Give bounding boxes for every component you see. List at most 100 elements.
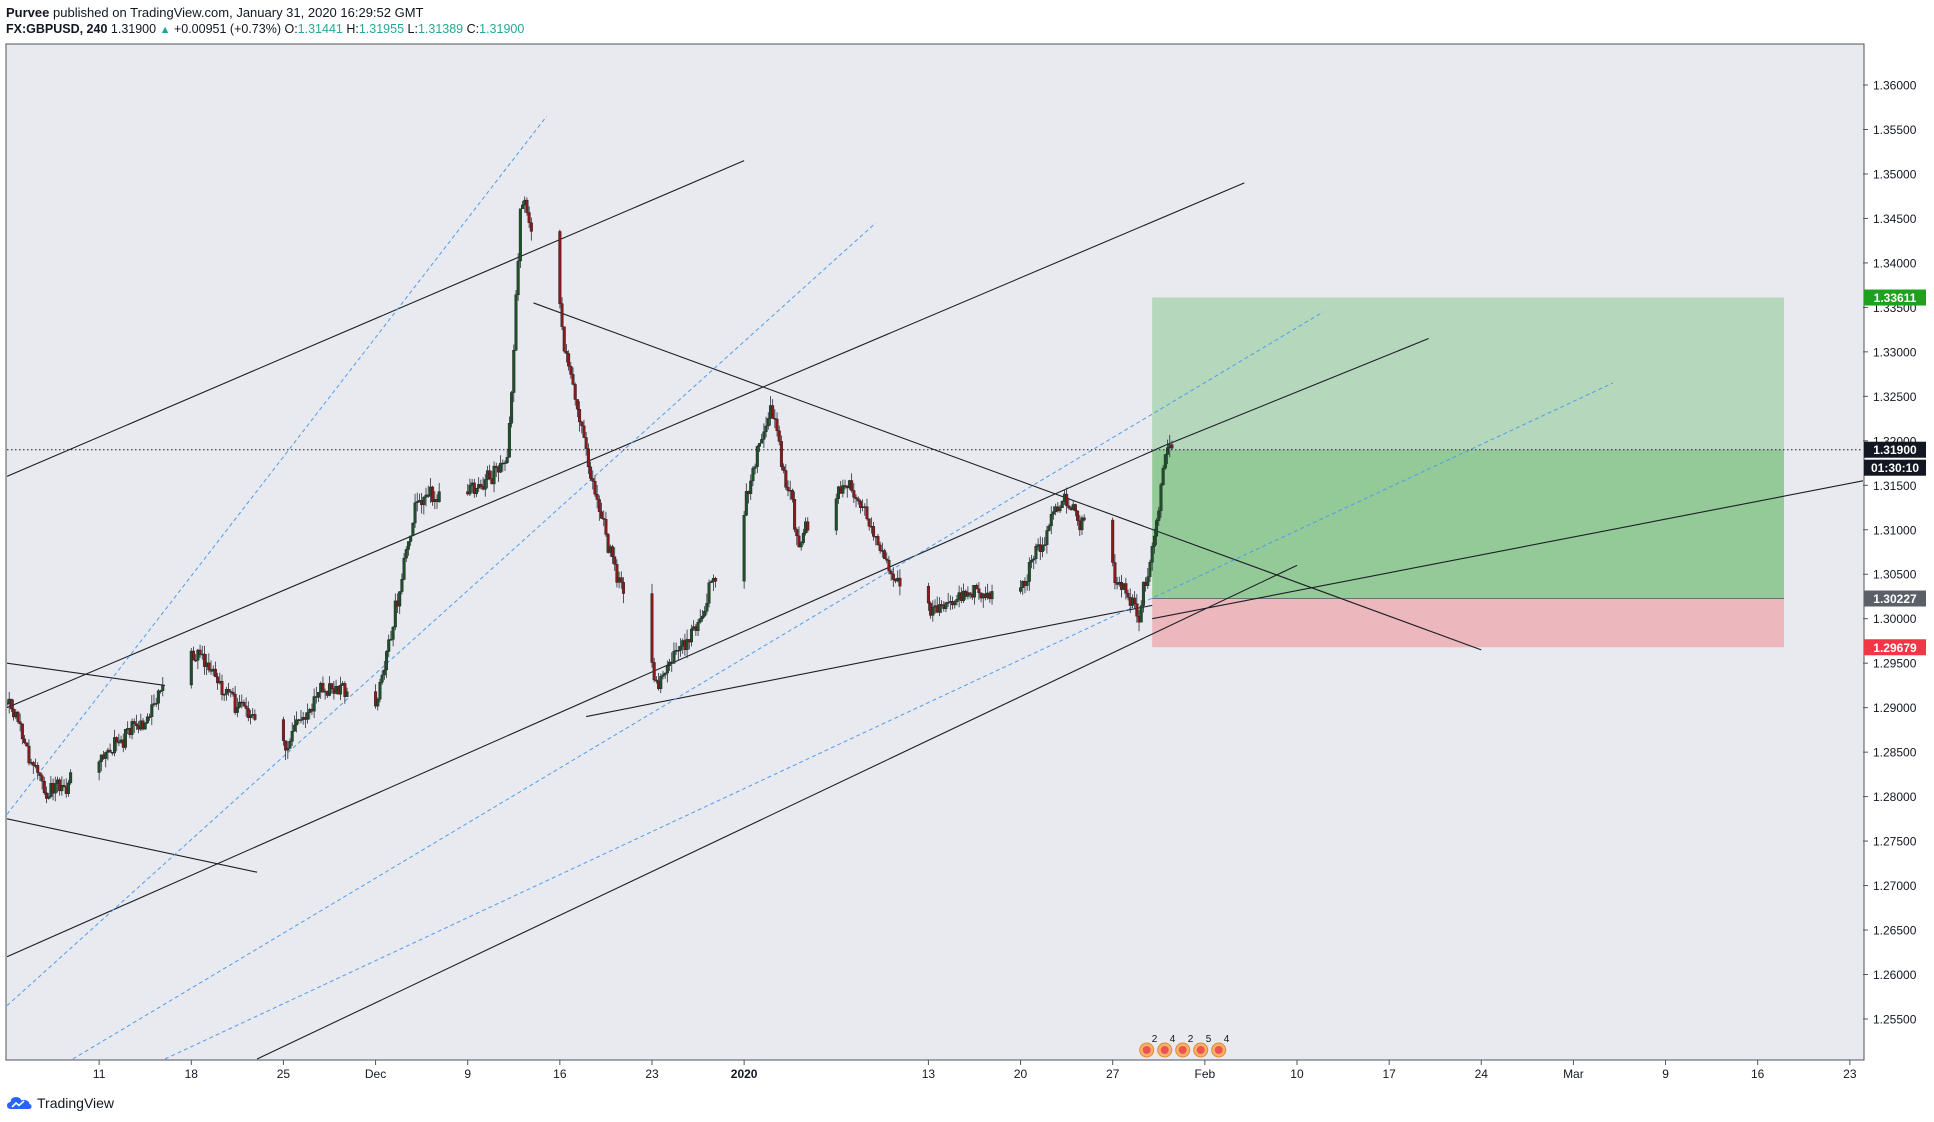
- candle-344[interactable]: [1049, 506, 1053, 535]
- candle-308[interactable]: [944, 601, 948, 613]
- candle-343[interactable]: [1047, 523, 1051, 532]
- candle-312[interactable]: [953, 600, 957, 609]
- candle-151[interactable]: [468, 478, 472, 496]
- candle-382[interactable]: [1159, 482, 1163, 518]
- candle-285[interactable]: [867, 518, 871, 531]
- candle-7[interactable]: [20, 723, 24, 745]
- candle-193[interactable]: [586, 443, 590, 474]
- candle-329[interactable]: [990, 584, 994, 605]
- candle-246[interactable]: [755, 444, 759, 474]
- candle-352[interactable]: [1067, 497, 1071, 510]
- candle-9[interactable]: [25, 742, 29, 747]
- candle-287[interactable]: [872, 521, 876, 541]
- candle-106[interactable]: [317, 691, 321, 702]
- candle-351[interactable]: [1065, 487, 1069, 514]
- candle-15[interactable]: [38, 772, 42, 781]
- candle-232[interactable]: [698, 609, 702, 624]
- candle-45[interactable]: [130, 718, 134, 740]
- candle-111[interactable]: [327, 676, 331, 697]
- candle-116[interactable]: [338, 676, 342, 701]
- candle-205[interactable]: [613, 547, 617, 571]
- candle-374[interactable]: [1141, 581, 1145, 613]
- candle-273[interactable]: [841, 479, 845, 498]
- candle-119[interactable]: [345, 687, 349, 697]
- candle-222[interactable]: [676, 645, 680, 660]
- economic-event-marker-1[interactable]: 4: [1157, 1034, 1176, 1058]
- candle-139[interactable]: [415, 492, 419, 512]
- candle-2[interactable]: [9, 698, 13, 713]
- candle-142[interactable]: [422, 496, 426, 515]
- candle-194[interactable]: [589, 461, 593, 481]
- candle-333[interactable]: [1025, 574, 1029, 591]
- candle-258[interactable]: [782, 463, 786, 474]
- candle-342[interactable]: [1045, 526, 1049, 554]
- candle-236[interactable]: [707, 579, 711, 608]
- bar-countdown-label[interactable]: 01:30:10: [1864, 459, 1926, 476]
- candle-253[interactable]: [771, 399, 775, 420]
- candle-198[interactable]: [597, 495, 601, 521]
- candle-296[interactable]: [891, 567, 895, 587]
- candle-385[interactable]: [1166, 439, 1170, 465]
- candle-39[interactable]: [117, 733, 121, 747]
- candle-47[interactable]: [134, 714, 138, 730]
- candle-211[interactable]: [652, 657, 656, 683]
- candle-57[interactable]: [156, 689, 160, 710]
- candle-299[interactable]: [898, 569, 902, 596]
- candle-76[interactable]: [224, 686, 228, 701]
- trendline-6[interactable]: [586, 604, 1153, 718]
- economic-event-marker-3[interactable]: 5: [1193, 1034, 1212, 1058]
- candle-38[interactable]: [115, 736, 119, 752]
- trendline-9[interactable]: [1165, 338, 1429, 446]
- candle-185[interactable]: [569, 361, 573, 379]
- candle-184[interactable]: [567, 350, 571, 371]
- candle-215[interactable]: [661, 670, 665, 680]
- candle-284[interactable]: [865, 498, 869, 521]
- candle-292[interactable]: [883, 548, 887, 560]
- candle-264[interactable]: [795, 527, 799, 546]
- candle-249[interactable]: [762, 423, 766, 449]
- candle-269[interactable]: [806, 517, 810, 533]
- candle-379[interactable]: [1152, 528, 1156, 554]
- candle-135[interactable]: [406, 541, 410, 556]
- candle-235[interactable]: [705, 593, 709, 615]
- candle-321[interactable]: [972, 584, 976, 605]
- candle-223[interactable]: [679, 638, 683, 657]
- dashed-channel-line-13[interactable]: [164, 382, 1614, 1060]
- candle-133[interactable]: [402, 553, 406, 581]
- candle-131[interactable]: [398, 591, 402, 615]
- candle-263[interactable]: [793, 491, 797, 533]
- candle-22[interactable]: [53, 776, 57, 802]
- trendline-0[interactable]: [7, 160, 745, 477]
- candle-61[interactable]: [191, 646, 195, 661]
- candle-322[interactable]: [975, 583, 979, 590]
- candle-233[interactable]: [700, 610, 704, 622]
- candle-62[interactable]: [194, 653, 198, 663]
- candle-59[interactable]: [161, 676, 165, 697]
- candle-356[interactable]: [1076, 510, 1080, 526]
- candle-163[interactable]: [494, 462, 498, 478]
- candle-179[interactable]: [529, 217, 533, 241]
- candle-175[interactable]: [521, 200, 525, 209]
- candle-158[interactable]: [483, 474, 487, 497]
- candle-373[interactable]: [1139, 600, 1143, 623]
- candle-75[interactable]: [222, 693, 226, 702]
- candle-336[interactable]: [1032, 555, 1036, 570]
- candle-248[interactable]: [760, 433, 764, 444]
- candle-95[interactable]: [292, 715, 296, 732]
- candle-5[interactable]: [16, 710, 20, 724]
- candle-239[interactable]: [714, 576, 718, 588]
- candle-120[interactable]: [374, 684, 378, 709]
- candle-71[interactable]: [213, 661, 217, 678]
- candle-208[interactable]: [619, 571, 623, 589]
- candle-19[interactable]: [47, 792, 51, 800]
- candle-35[interactable]: [108, 743, 112, 753]
- candle-177[interactable]: [525, 197, 529, 216]
- candle-259[interactable]: [784, 464, 788, 490]
- candle-42[interactable]: [123, 728, 127, 750]
- candle-214[interactable]: [659, 673, 663, 694]
- candle-86[interactable]: [246, 701, 250, 722]
- economic-event-marker-4[interactable]: 4: [1211, 1034, 1230, 1058]
- candle-33[interactable]: [104, 751, 108, 768]
- candle-330[interactable]: [1019, 579, 1023, 594]
